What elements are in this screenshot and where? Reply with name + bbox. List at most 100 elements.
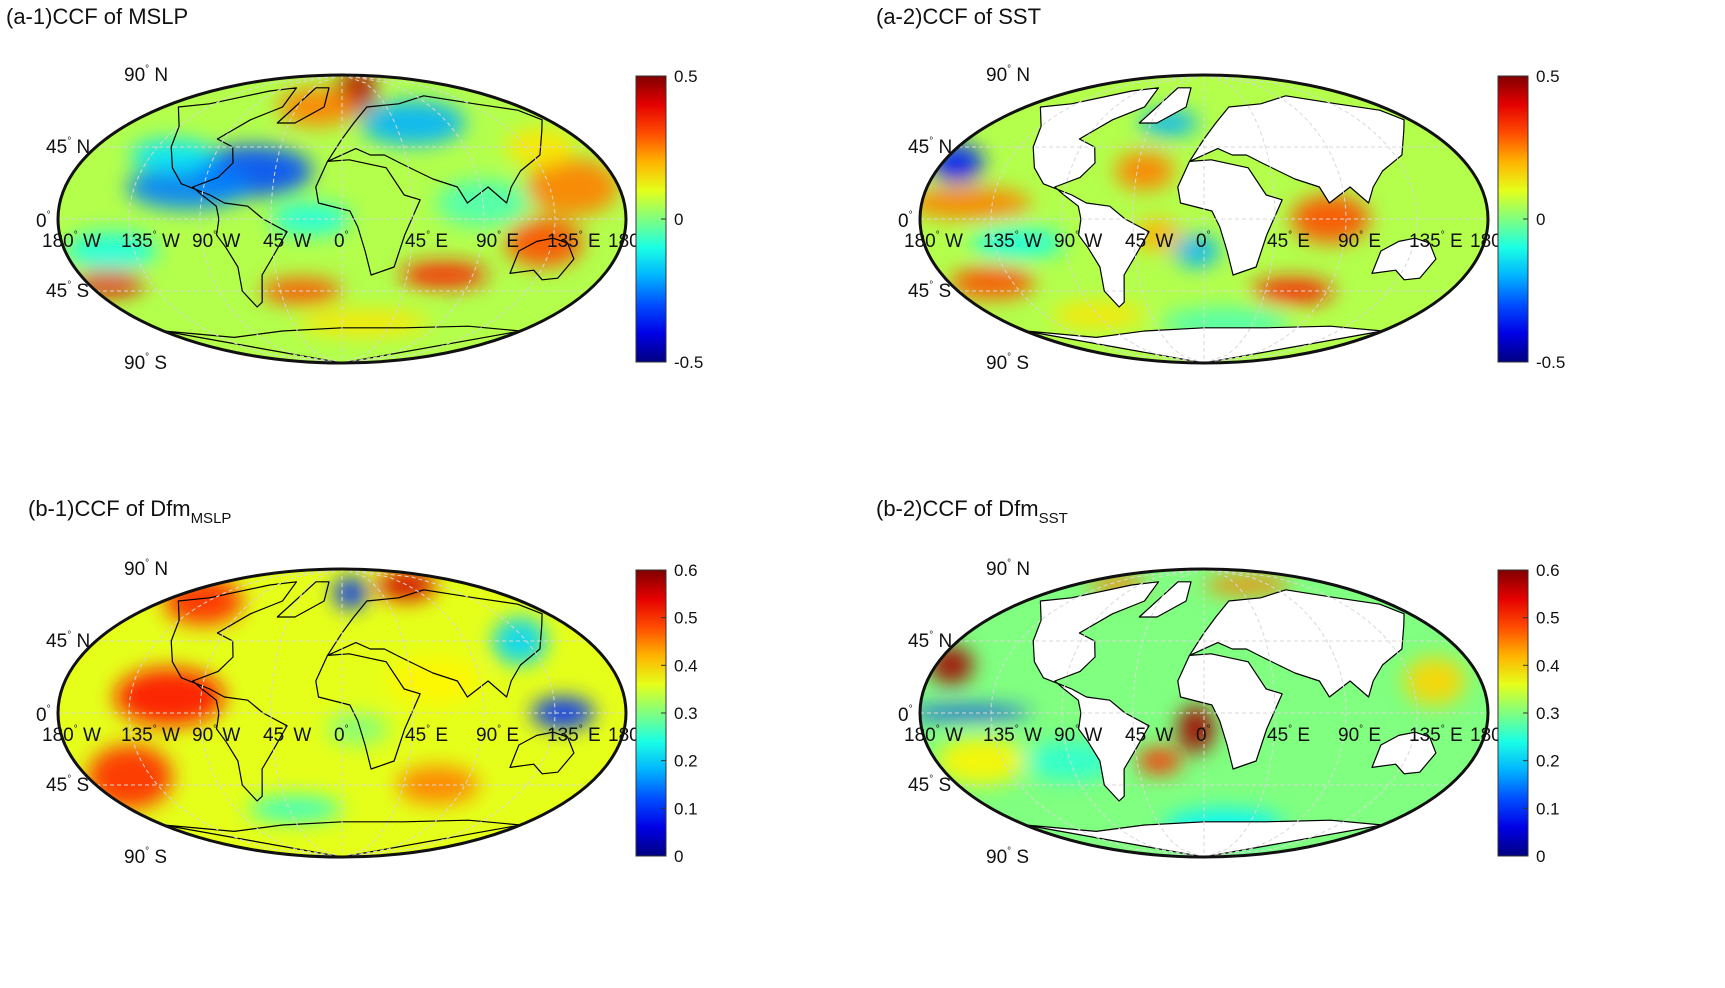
land-layer [162,581,575,857]
colorbar-tick-label: -0.5 [1536,353,1565,372]
panel-title: (a-2)CCF of SST [876,4,1042,29]
land-layer [162,87,575,363]
coastline [170,87,298,308]
lon-label: 90° W [192,230,240,252]
lat-label: 45° S [46,774,89,796]
field-anomaly [400,262,488,288]
lat-label: 45° S [908,774,951,796]
meridian-line [341,75,485,363]
field-layer [58,569,626,857]
colorbar-tick-label: 0.4 [674,656,698,675]
lat-label: 90° S [986,352,1029,374]
coastline [1371,731,1437,775]
lon-label: 180° W [904,724,963,746]
field-anomaly [396,765,479,805]
field-anomaly [359,100,466,146]
meridian-line [341,569,485,857]
meridian-line [199,75,343,363]
meridian-line [128,75,343,363]
panel-title: (a-1)CCF of MSLP [6,4,189,29]
lon-label: 45° E [405,724,448,746]
graticule [920,569,1488,857]
meridian-line [990,75,1205,363]
colorbar-tick-label: 0.1 [674,799,698,818]
lat-label: 45° N [908,136,952,158]
lat-label: 45° S [908,280,951,302]
lon-label: 90° E [476,230,519,252]
lat-label: 90° S [124,352,167,374]
lon-label: 135° W [983,724,1042,746]
lat-label: 90° N [986,64,1030,86]
map-figure-b1: 90° N 45° N 0° 45° S 90° S 180° W 135° W 90° W 4… [36,558,698,868]
lat-label: 90° S [986,846,1029,868]
map-panel-b1: (b-1)CCF of DfmMSLP 90° N 45° N 0° 45° S 90°… [0,494,862,988]
field-anomaly [333,577,369,609]
lon-label: 90° E [476,724,519,746]
colorbar-tick-label: 0 [674,210,683,229]
field-anomaly [1177,705,1215,753]
meridian-line [1061,75,1205,363]
lon-label: 0° [1196,230,1211,252]
lon-label: 45° W [1125,230,1173,252]
colorbar-tick-label: 0.2 [1536,752,1560,771]
field-anomaly [277,87,357,127]
meridian-line [1203,75,1347,363]
field-anomaly [1173,235,1220,267]
colorbar-tick-label: 0.4 [1536,656,1560,675]
field-anomaly [163,577,243,625]
field-anomaly [1403,657,1466,705]
lon-label: 45° E [1267,230,1310,252]
meridian-line [1203,569,1347,857]
coastline [162,325,522,363]
lon-label: 45° E [1267,724,1310,746]
lat-label: 0° [36,210,51,232]
coastline [276,581,330,618]
meridian-line [1203,569,1418,857]
lat-label: 90° N [986,558,1030,580]
coastline [315,653,421,770]
field-anomaly [1133,219,1181,251]
coastline [326,589,543,698]
lon-label: 180° W [42,724,101,746]
field-anomaly [1137,748,1182,774]
lon-label: 180° W [42,230,101,252]
colorbar-tick-label: 0.2 [674,752,698,771]
field-anomaly [129,139,215,171]
colorbar-tick-label: 0.3 [1536,704,1560,723]
graticule [58,569,626,857]
coastline [509,731,575,775]
lat-label: 45° S [46,280,89,302]
coastline [1032,581,1160,802]
colorbar-tick-label: 0.6 [674,561,698,580]
field-anomaly [1204,575,1291,595]
field-anomaly [1290,195,1370,243]
meridian-line [341,75,556,363]
field-anomaly [1251,278,1334,304]
coastline [1188,589,1405,698]
meridian-line [1203,75,1418,363]
field-anomaly [65,231,158,271]
field-anomaly [87,745,173,809]
coastline [315,159,421,276]
lon-label: 135° W [121,724,180,746]
colorbar-tick-label: 0 [1536,210,1545,229]
field-anomaly [526,158,619,216]
field-anomaly [949,267,1035,299]
panel-title: (b-2)CCF of DfmSST [876,496,1068,527]
field-anomaly [436,179,531,227]
coastline [1032,87,1160,308]
lon-label: 45° E [405,230,448,252]
colorbar-tick-label: 0.1 [1536,799,1560,818]
meridian-line [128,569,343,857]
lon-label: 90° W [192,724,240,746]
meridian-line [990,569,1205,857]
lon-label: 0° [334,230,349,252]
map-outline [56,73,628,365]
field-anomaly [114,668,225,726]
lon-label: 0° [1196,724,1211,746]
lon-label: 135° E [1409,230,1463,252]
lon-label: 45° W [263,724,311,746]
field-anomaly [378,569,436,601]
map-figure-b2: 90° N 45° N 0° 45° S 90° S 180° W 135° W 90° W 4… [898,558,1560,868]
graticule [58,75,626,363]
